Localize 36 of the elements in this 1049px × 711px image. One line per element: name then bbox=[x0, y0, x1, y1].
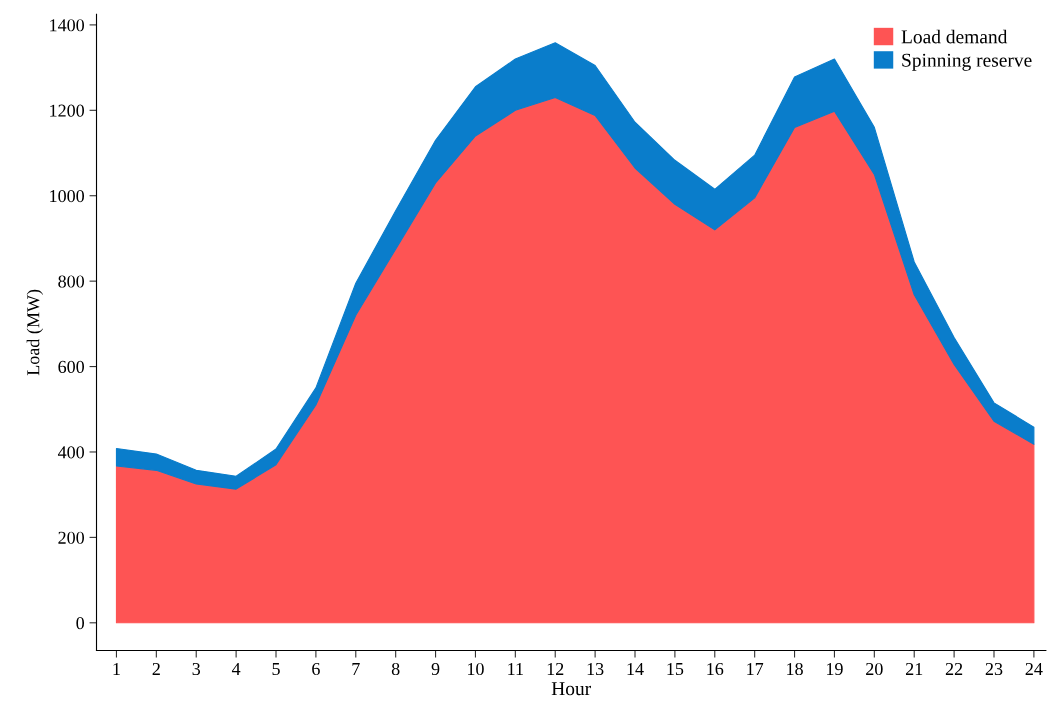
x-tick-label: 5 bbox=[272, 663, 280, 676]
y-axis-title: Load (MW) bbox=[26, 289, 44, 376]
x-tick-label: 22 bbox=[945, 662, 963, 675]
x-tick-label: 16 bbox=[707, 662, 724, 676]
x-tick-label: 9 bbox=[431, 662, 440, 676]
x-axis-title: Hour bbox=[551, 682, 591, 696]
x-tick-label: 7 bbox=[352, 663, 360, 675]
x-tick-label: 4 bbox=[231, 663, 241, 675]
x-tick-label: 20 bbox=[866, 662, 883, 676]
y-tick-label: 400 bbox=[57, 446, 85, 459]
x-tick-label: 17 bbox=[747, 662, 764, 675]
y-tick-label: 1400 bbox=[50, 19, 85, 32]
x-tick-label: 19 bbox=[827, 662, 843, 676]
x-tick-label: 18 bbox=[787, 662, 803, 676]
y-tick-label: 600 bbox=[58, 360, 85, 373]
x-tick-label: 8 bbox=[391, 662, 400, 676]
y-tick-label: 200 bbox=[58, 531, 85, 544]
x-tick-label: 23 bbox=[985, 662, 1003, 676]
legend-label: Spinning reserve bbox=[902, 53, 1032, 71]
x-tick-label: 1 bbox=[113, 662, 120, 675]
x-tick-label: 13 bbox=[587, 662, 604, 676]
y-tick-label: 1200 bbox=[50, 104, 85, 117]
x-tick-label: 24 bbox=[1025, 662, 1043, 675]
x-tick-label: 2 bbox=[152, 662, 160, 675]
x-tick-label: 10 bbox=[468, 662, 484, 676]
x-tick-label: 14 bbox=[627, 662, 644, 675]
x-tick-label: 6 bbox=[312, 662, 320, 676]
x-tick-label: 12 bbox=[547, 662, 564, 675]
y-tick-label: 0 bbox=[76, 617, 85, 630]
y-tick-label: 1000 bbox=[50, 189, 85, 203]
x-tick-label: 21 bbox=[905, 662, 923, 675]
x-tick-label: 15 bbox=[667, 662, 684, 676]
x-tick-label: 3 bbox=[192, 662, 201, 676]
y-tick-label: 800 bbox=[58, 275, 85, 288]
legend-label: Load demand bbox=[901, 29, 1008, 44]
x-tick-label: 11 bbox=[508, 662, 523, 675]
